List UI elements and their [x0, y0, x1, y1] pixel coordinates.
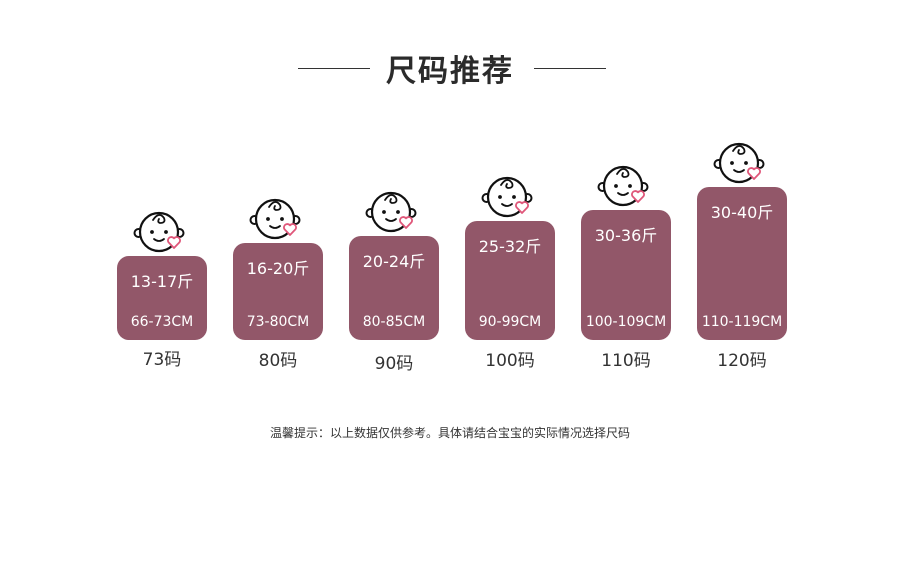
size-item: 30-36斤 100-109CM 110码: [581, 0, 671, 577]
size-item: 13-17斤 66-73CM 73码: [117, 0, 207, 577]
size-label: 80码: [258, 351, 298, 371]
height-range: 110-119CM: [701, 314, 783, 330]
size-bar: 25-32斤 90-99CM: [465, 221, 555, 340]
size-tip-note: 温馨提示：以上数据仅供参考。具体请结合宝宝的实际情况选择尺码: [269, 426, 630, 440]
baby-face-icon: [713, 139, 769, 185]
baby-face-icon: [481, 173, 537, 219]
title-divider-left: [298, 68, 370, 69]
size-label: 120码: [717, 351, 767, 371]
size-bar: 30-36斤 100-109CM: [581, 210, 671, 340]
size-item: 20-24斤 80-85CM 90码: [349, 0, 439, 577]
weight-range: 20-24斤: [362, 252, 426, 271]
heart-icon: [515, 199, 529, 218]
baby-face-icon: [365, 188, 421, 234]
heart-icon: [283, 221, 297, 240]
heart-icon: [167, 234, 181, 253]
size-label: 110码: [601, 351, 651, 371]
baby-face-icon: [249, 195, 305, 241]
size-item: 30-40斤 110-119CM 120码: [697, 0, 787, 577]
size-item: 16-20斤 73-80CM 80码: [233, 0, 323, 577]
size-label: 73码: [142, 350, 182, 370]
size-bar: 30-40斤 110-119CM: [697, 187, 787, 340]
height-range: 66-73CM: [130, 314, 194, 330]
height-range: 73-80CM: [246, 314, 310, 330]
weight-range: 16-20斤: [246, 259, 310, 278]
weight-range: 30-40斤: [710, 203, 774, 222]
size-bar: 16-20斤 73-80CM: [233, 243, 323, 340]
baby-face-icon: [133, 208, 189, 254]
heart-icon: [399, 214, 413, 233]
page-title: 尺码推荐: [386, 54, 514, 89]
title-divider-right: [534, 68, 606, 69]
baby-face-icon: [597, 162, 653, 208]
heart-icon: [747, 165, 761, 184]
heart-icon: [631, 188, 645, 207]
size-bar: 20-24斤 80-85CM: [349, 236, 439, 340]
size-label: 90码: [374, 354, 414, 374]
weight-range: 13-17斤: [130, 272, 194, 291]
height-range: 90-99CM: [478, 314, 542, 330]
weight-range: 25-32斤: [478, 237, 542, 256]
height-range: 80-85CM: [362, 314, 426, 330]
size-label: 100码: [485, 351, 535, 371]
weight-range: 30-36斤: [594, 226, 658, 245]
title-row: 尺码推荐: [0, 46, 900, 96]
height-range: 100-109CM: [585, 314, 667, 330]
size-bar: 13-17斤 66-73CM: [117, 256, 207, 340]
size-item: 25-32斤 90-99CM 100码: [465, 0, 555, 577]
